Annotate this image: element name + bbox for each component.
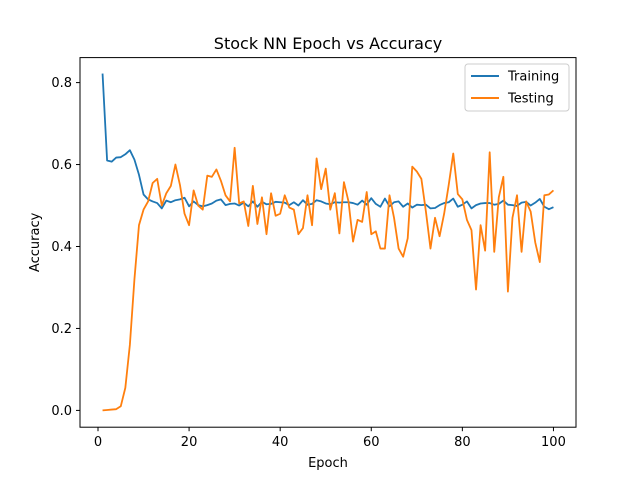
plot-frame (79, 57, 577, 428)
legend-label-testing: Testing (507, 92, 554, 107)
series-line-training (101, 73, 554, 211)
chart-title: Stock NN Epoch vs Accuracy (214, 34, 442, 53)
y-tick-label: 0.0 (51, 404, 72, 419)
y-axis-title: Accuracy (28, 212, 43, 272)
legend: Training Testing (464, 63, 570, 112)
x-tick-label: 40 (272, 435, 289, 450)
series-line-testing (102, 146, 555, 412)
y-tick-label: 0.4 (51, 240, 72, 255)
x-tick-label: 80 (454, 435, 471, 450)
x-tick-label: 0 (94, 435, 102, 450)
y-tick-label: 0.2 (51, 322, 72, 337)
axis-ticks: 0 20 40 60 80 100 0.0 0.2 0.4 0.6 0.8 (51, 76, 566, 450)
x-axis-title: Epoch (308, 456, 348, 471)
y-tick-label: 0.6 (51, 158, 72, 173)
legend-label-training: Training (507, 70, 559, 85)
x-tick-label: 20 (181, 435, 198, 450)
y-tick-label: 0.8 (51, 76, 72, 91)
plot-area (101, 73, 555, 412)
x-tick-label: 100 (541, 435, 566, 450)
x-tick-label: 60 (363, 435, 380, 450)
